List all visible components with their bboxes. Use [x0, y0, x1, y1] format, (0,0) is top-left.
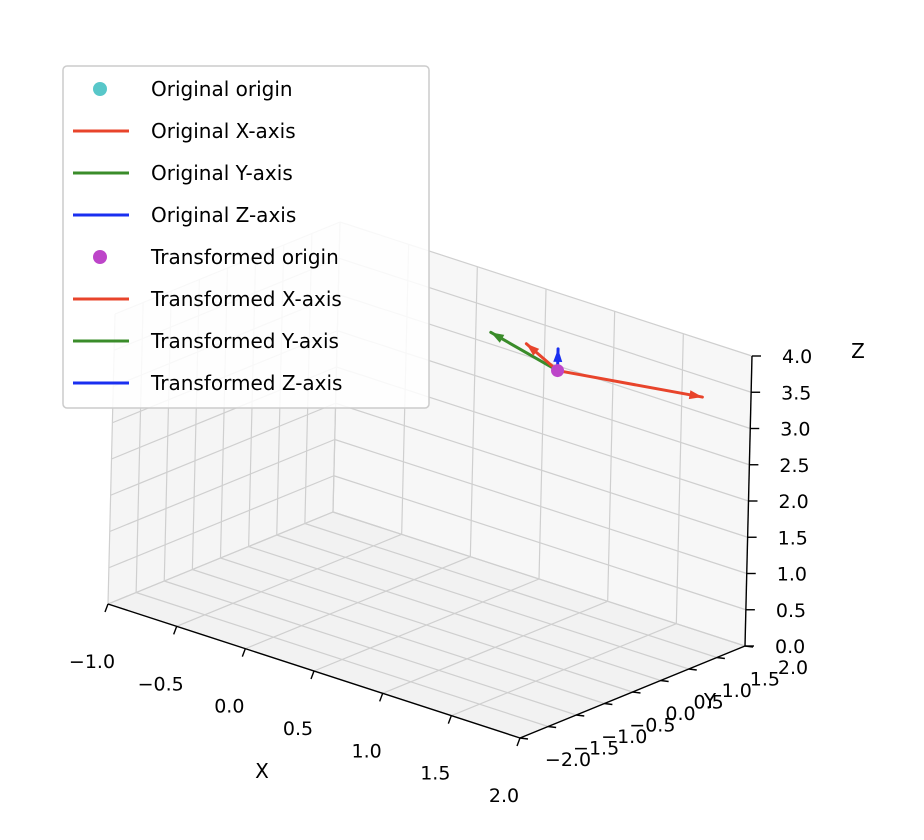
y-tick: [519, 737, 529, 740]
y-tick: [632, 691, 641, 694]
x-tick: [241, 648, 246, 657]
x-tick-label: −0.5: [138, 673, 184, 695]
legend-label-2: Original Y-axis: [151, 161, 293, 185]
z-tick-label: 0.5: [776, 600, 806, 622]
x-tick-label: −1.0: [69, 651, 115, 673]
z-axis-label: Z: [851, 339, 865, 363]
vector-arrowhead-0: [688, 390, 703, 400]
x-tick: [516, 737, 521, 747]
y-tick-label: 2.0: [778, 657, 808, 679]
y-tick-label: −1.5: [573, 738, 619, 760]
data-marks: [489, 330, 704, 400]
y-axis-label: Y: [703, 689, 717, 713]
vector-arrowhead-1: [490, 332, 505, 343]
x-tick: [104, 603, 109, 613]
legend-box: [62, 65, 430, 409]
grid-line-floor-y: [304, 522, 718, 659]
x-tick-label: 1.0: [352, 740, 382, 762]
y-tick: [660, 679, 669, 683]
z-tick-label: 4.0: [782, 346, 812, 368]
vector-arrowhead-2: [553, 348, 563, 362]
tick-labels: −1.0−0.50.00.51.01.52.0−2.0−1.5−1.0−0.50…: [69, 346, 812, 807]
x-tick-label: 0.0: [214, 696, 244, 718]
legend-marker-0: [93, 82, 107, 96]
y-tick-label: 1.5: [750, 669, 780, 691]
x-tick-label: 0.5: [283, 718, 313, 740]
vector-line-0: [556, 369, 704, 399]
grid-line-back-z: [333, 475, 747, 611]
z-tick-label: 0.0: [775, 636, 805, 658]
grid-line-left-z: [109, 438, 335, 533]
grid-line-floor-y: [220, 557, 633, 693]
y-tick: [716, 656, 725, 660]
grid-line-left-z: [108, 475, 335, 569]
grid-line-back-z: [335, 402, 748, 538]
grid-line-floor-y: [135, 591, 549, 728]
grid-line-floor-y: [248, 545, 661, 682]
grid-line-floor-y: [192, 568, 605, 705]
z-tick-label: 2.0: [779, 491, 809, 513]
x-axis-label: X: [255, 759, 269, 783]
y-tick-label: −2.0: [545, 749, 591, 771]
legend-marker-4: [93, 250, 107, 264]
legend-label-4: Transformed origin: [150, 245, 339, 269]
z-tick-label: 3.5: [781, 382, 811, 404]
grid-line-back-z: [332, 511, 746, 647]
grid-line-left-z: [107, 511, 334, 605]
x-tick-label: 1.5: [420, 763, 450, 785]
grid-line-floor-y: [164, 580, 577, 716]
tick-marks: [104, 355, 761, 747]
transformed-origin-point: [551, 364, 565, 378]
z-tick-label: 3.0: [780, 419, 810, 441]
z-tick-label: 1.0: [777, 564, 807, 586]
y-tick: [688, 668, 697, 671]
legend-label-6: Transformed Y-axis: [150, 329, 339, 353]
x-tick: [379, 693, 384, 702]
legend-label-1: Original X-axis: [151, 119, 296, 143]
y-tick: [576, 714, 585, 717]
legend-label-7: Transformed Z-axis: [150, 371, 342, 395]
z-tick-label: 1.5: [778, 527, 808, 549]
y-tick-label: −1.0: [601, 726, 647, 748]
y-tick: [548, 725, 557, 729]
grid-line-floor-y: [276, 534, 689, 670]
grid-lines: [107, 221, 753, 739]
y-tick-label: −0.5: [629, 715, 675, 737]
grid-line-left-z: [110, 402, 336, 496]
y-tick-label: 0.0: [665, 703, 695, 725]
x-tick-label: 2.0: [489, 785, 519, 807]
legend-label-5: Transformed X-axis: [150, 287, 342, 311]
y-tick-label: 0.5: [694, 692, 724, 714]
y-tick: [604, 702, 613, 706]
y-tick-label: 1.0: [722, 680, 752, 702]
legend-label-0: Original origin: [151, 77, 293, 101]
x-tick: [447, 715, 452, 724]
grid-line-back-z: [334, 438, 747, 575]
legend-label-3: Original Z-axis: [151, 203, 296, 227]
x-tick: [173, 626, 178, 635]
x-tick: [310, 670, 315, 680]
z-tick-label: 2.5: [779, 455, 809, 477]
vector-arrowhead-3: [526, 343, 540, 356]
legend: Original origin Original X-axis Original Y…: [62, 65, 430, 409]
